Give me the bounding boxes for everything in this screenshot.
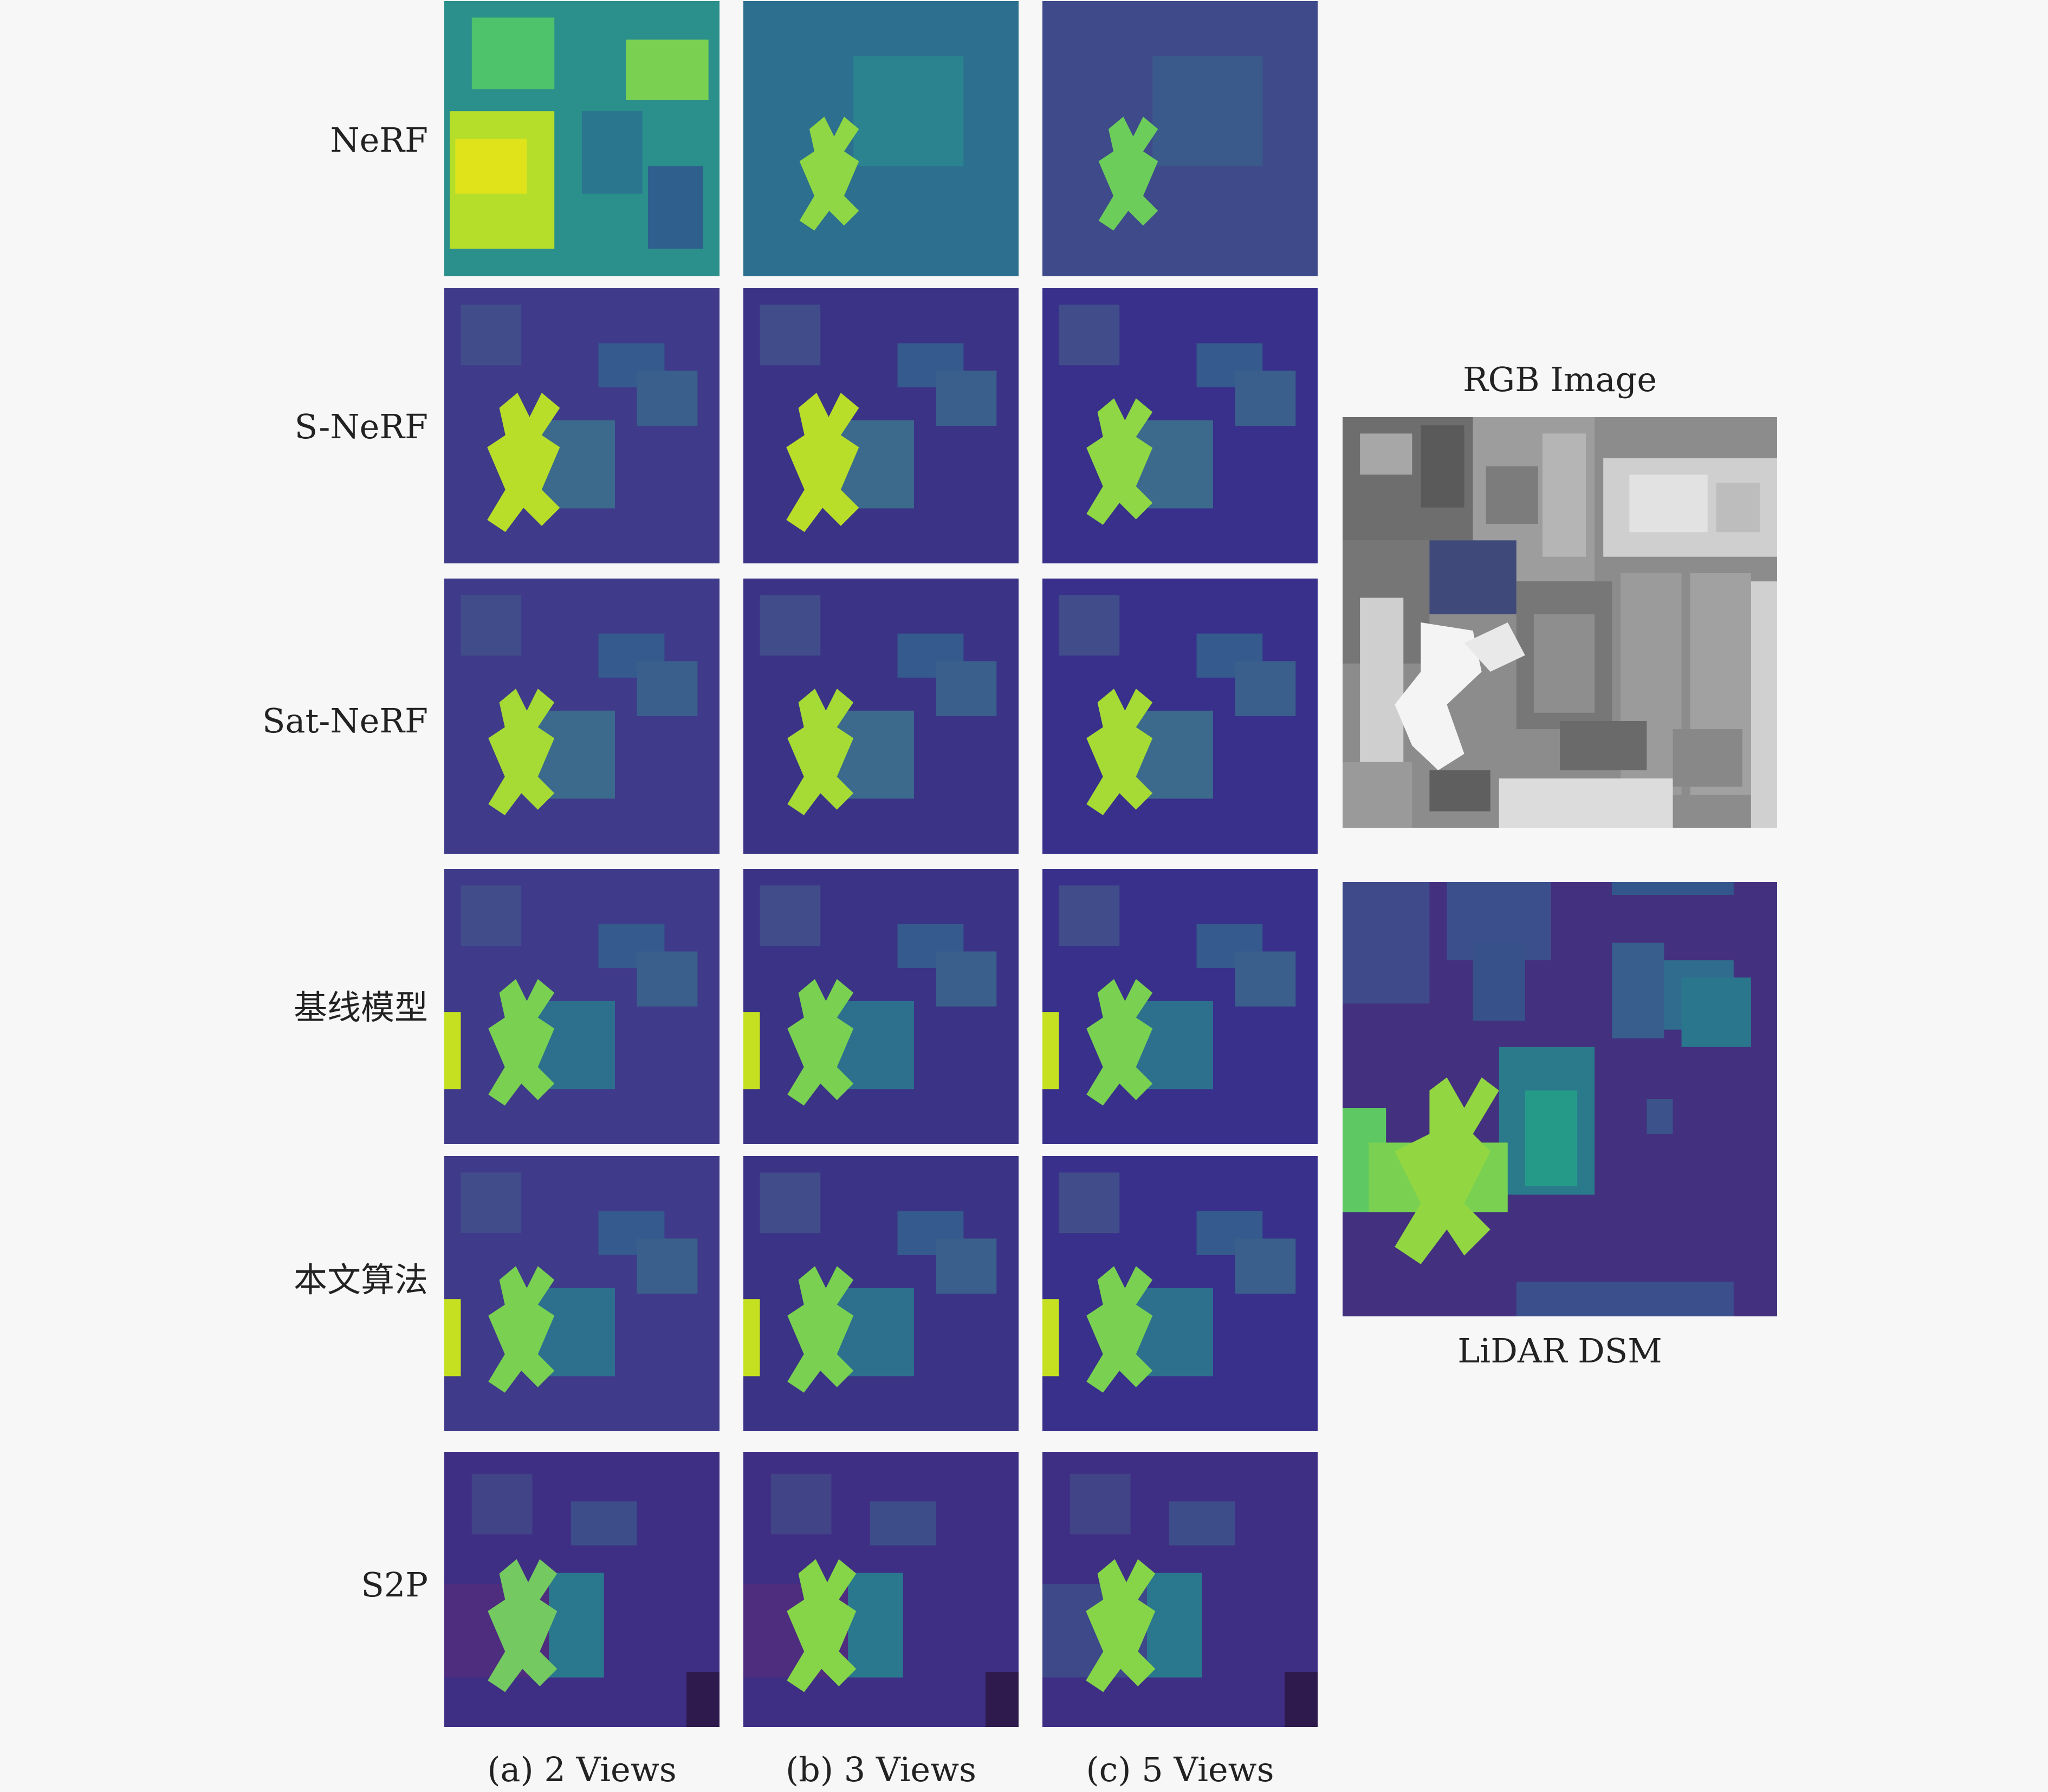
depth-map-s-nerf-5-views xyxy=(1042,288,1318,563)
row-label-s2p: S2P xyxy=(361,1565,428,1605)
depth-map-sat-nerf-2-views xyxy=(444,579,720,854)
depth-map-ours-5-views xyxy=(1042,1156,1318,1431)
depth-map-baseline-2-views xyxy=(444,869,720,1144)
depth-map-nerf-3-views xyxy=(743,1,1019,276)
depth-map-s2p-2-views xyxy=(444,1452,720,1727)
rgb-image-label: RGB Image xyxy=(1462,360,1657,399)
rgb-image xyxy=(1343,417,1777,828)
row-label-s-nerf: S-NeRF xyxy=(294,407,428,446)
row-label-ours: 本文算法 xyxy=(293,1260,428,1300)
depth-map-s2p-3-views xyxy=(743,1452,1019,1727)
column-label-3-views: (b) 3 Views xyxy=(785,1750,977,1789)
depth-map-s-nerf-2-views xyxy=(444,288,720,563)
depth-map-nerf-2-views xyxy=(444,1,720,276)
lidar-dsm-label: LiDAR DSM xyxy=(1457,1331,1662,1371)
depth-map-sat-nerf-3-views xyxy=(743,579,1019,854)
depth-map-s2p-5-views xyxy=(1042,1452,1318,1727)
depth-map-s-nerf-3-views xyxy=(743,288,1019,563)
depth-map-ours-3-views xyxy=(743,1156,1019,1431)
row-label-baseline: 基线模型 xyxy=(293,988,428,1027)
depth-map-nerf-5-views xyxy=(1042,1,1318,276)
row-labels: NeRF S-NeRF Sat-NeRF 基线模型 本文算法 S2P xyxy=(0,0,428,1792)
column-label-2-views: (a) 2 Views xyxy=(487,1750,677,1789)
row-label-sat-nerf: Sat-NeRF xyxy=(262,701,428,741)
lidar-dsm-image xyxy=(1343,882,1777,1316)
depth-map-sat-nerf-5-views xyxy=(1042,579,1318,854)
row-label-nerf: NeRF xyxy=(330,120,428,160)
depth-map-ours-2-views xyxy=(444,1156,720,1431)
depth-map-baseline-5-views xyxy=(1042,869,1318,1144)
depth-map-baseline-3-views xyxy=(743,869,1019,1144)
column-label-5-views: (c) 5 Views xyxy=(1086,1750,1274,1789)
